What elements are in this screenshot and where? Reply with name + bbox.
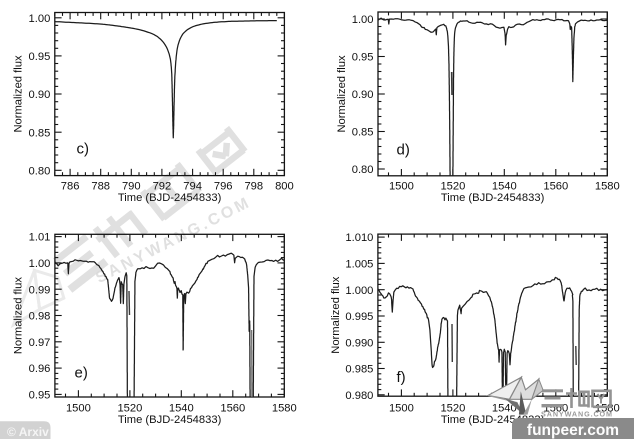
svg-text:1500: 1500: [389, 402, 414, 414]
svg-text:0.995: 0.995: [345, 311, 373, 323]
svg-text:0.990: 0.990: [345, 337, 373, 349]
svg-text:1520: 1520: [440, 181, 465, 193]
svg-text:1520: 1520: [117, 402, 142, 414]
svg-text:0.80: 0.80: [352, 164, 374, 176]
svg-text:0.90: 0.90: [352, 89, 374, 101]
svg-text:SANYWANG.COM: SANYWANG.COM: [541, 410, 613, 419]
svg-text:1580: 1580: [272, 402, 297, 414]
svg-text:0.985: 0.985: [345, 364, 373, 376]
svg-text:1560: 1560: [220, 402, 245, 414]
svg-text:e): e): [75, 365, 88, 382]
svg-text:798: 798: [244, 181, 263, 193]
svg-text:1520: 1520: [440, 402, 465, 414]
svg-text:Normalized flux: Normalized flux: [13, 55, 25, 133]
svg-text:Normalized flux: Normalized flux: [13, 277, 25, 355]
svg-text:funpeer.com: funpeer.com: [527, 422, 619, 439]
svg-text:1.010: 1.010: [345, 232, 373, 244]
svg-text:790: 790: [122, 181, 141, 193]
svg-text:1500: 1500: [66, 402, 91, 414]
svg-text:1.000: 1.000: [345, 285, 373, 297]
svg-text:c): c): [77, 141, 90, 158]
svg-text:1540: 1540: [492, 402, 517, 414]
svg-text:0.85: 0.85: [352, 127, 374, 139]
svg-text:0.95: 0.95: [29, 390, 51, 402]
svg-text:Time (BJD-2454833): Time (BJD-2454833): [441, 192, 545, 204]
svg-text:1.00: 1.00: [29, 13, 51, 25]
svg-text:Time (BJD-2454833): Time (BJD-2454833): [118, 192, 222, 204]
svg-text:786: 786: [61, 181, 80, 193]
svg-text:1560: 1560: [543, 181, 568, 193]
svg-text:794: 794: [183, 181, 202, 193]
svg-text:800: 800: [275, 181, 294, 193]
svg-text:Normalized flux: Normalized flux: [336, 55, 348, 133]
svg-text:Normalized flux: Normalized flux: [330, 276, 342, 354]
svg-text:0.980: 0.980: [345, 390, 373, 402]
svg-text:0.97: 0.97: [29, 337, 51, 349]
svg-text:1540: 1540: [492, 181, 517, 193]
svg-text:0.96: 0.96: [29, 363, 51, 375]
svg-text:1.01: 1.01: [29, 232, 51, 244]
svg-text:d): d): [397, 142, 410, 159]
svg-text:1.00: 1.00: [29, 258, 51, 270]
svg-text:1500: 1500: [389, 181, 414, 193]
svg-text:0.99: 0.99: [29, 284, 51, 296]
svg-text:Time (BJD-2454833): Time (BJD-2454833): [118, 414, 222, 426]
svg-text:0.98: 0.98: [29, 311, 51, 323]
svg-text:1580: 1580: [595, 402, 620, 414]
svg-text:0.80: 0.80: [29, 165, 51, 177]
svg-text:0.95: 0.95: [29, 51, 51, 63]
svg-text:© Arxiv: © Arxiv: [7, 425, 49, 439]
svg-text:1.00: 1.00: [352, 14, 374, 26]
svg-text:792: 792: [153, 181, 172, 193]
svg-text:0.95: 0.95: [352, 52, 374, 64]
svg-text:796: 796: [214, 181, 233, 193]
svg-text:1540: 1540: [169, 402, 194, 414]
svg-text:0.85: 0.85: [29, 127, 51, 139]
svg-text:f): f): [397, 369, 406, 386]
svg-text:0.90: 0.90: [29, 89, 51, 101]
svg-text:1.005: 1.005: [345, 259, 373, 271]
svg-text:788: 788: [91, 181, 110, 193]
svg-text:1580: 1580: [595, 181, 620, 193]
